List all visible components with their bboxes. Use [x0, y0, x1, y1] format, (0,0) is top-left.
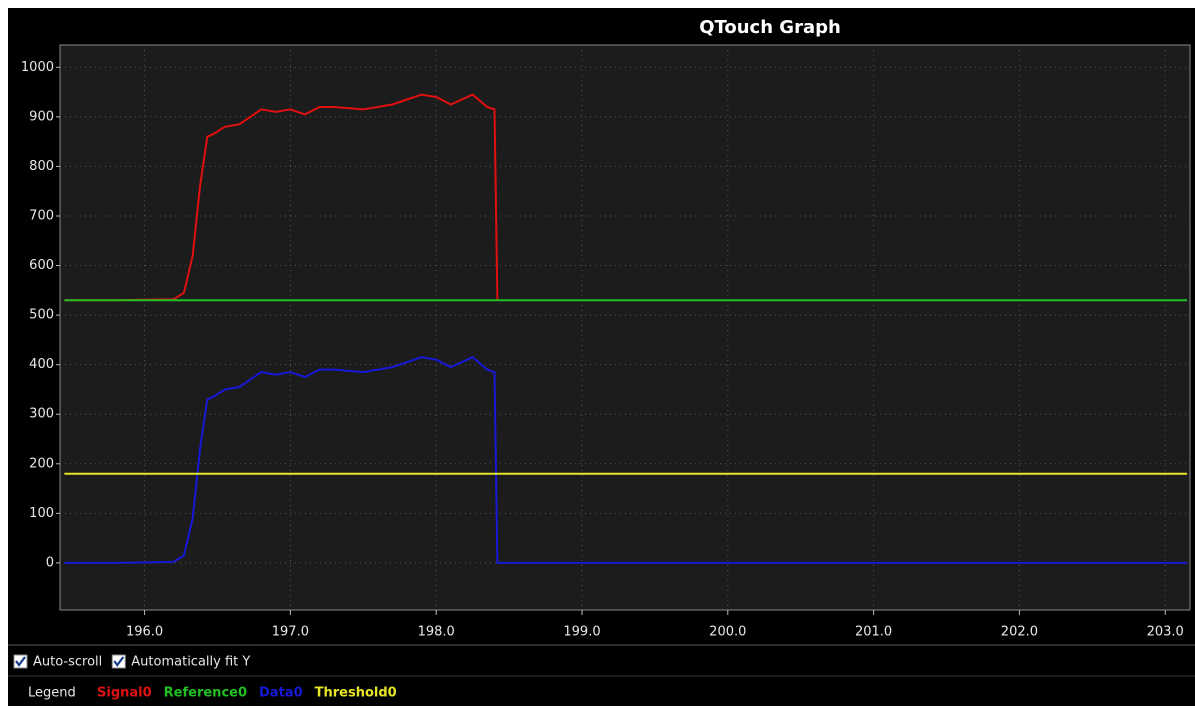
- y-tick-label: 800: [29, 159, 54, 174]
- chart-title: QTouch Graph: [699, 17, 841, 38]
- y-tick-label: 300: [29, 407, 54, 422]
- x-tick-label: 198.0: [418, 625, 455, 640]
- checkbox-label[interactable]: Automatically fit Y: [131, 655, 250, 670]
- x-tick-label: 199.0: [563, 625, 600, 640]
- legend-entry: Data0: [259, 686, 303, 701]
- series-line: [64, 356, 1188, 564]
- checkmark: [113, 656, 125, 667]
- y-tick-label: 600: [29, 258, 54, 273]
- x-tick-label: 203.0: [1147, 625, 1184, 640]
- legend-entry: Threshold0: [315, 686, 397, 701]
- y-tick-label: 500: [29, 308, 54, 323]
- y-tick-label: 100: [29, 506, 54, 521]
- y-tick-label: 400: [29, 357, 54, 372]
- legend-entry: Signal0: [97, 686, 152, 701]
- y-tick-label: 700: [29, 208, 54, 223]
- x-tick-label: 197.0: [272, 625, 309, 640]
- x-tick-label: 201.0: [855, 625, 892, 640]
- y-tick-label: 200: [29, 456, 54, 471]
- x-tick-label: 200.0: [709, 625, 746, 640]
- x-tick-label: 202.0: [1001, 625, 1038, 640]
- y-tick-label: 900: [29, 109, 54, 124]
- y-tick-label: 1000: [21, 60, 54, 75]
- legend-label: Legend: [28, 686, 76, 701]
- checkmark: [15, 656, 26, 667]
- y-tick-label: 0: [46, 555, 54, 570]
- series-line: [64, 93, 499, 302]
- plot-area: [59, 44, 1191, 611]
- x-tick-label: 196.0: [126, 625, 163, 640]
- checkbox-label[interactable]: Auto-scroll: [33, 655, 102, 670]
- legend-entry: Reference0: [164, 686, 247, 701]
